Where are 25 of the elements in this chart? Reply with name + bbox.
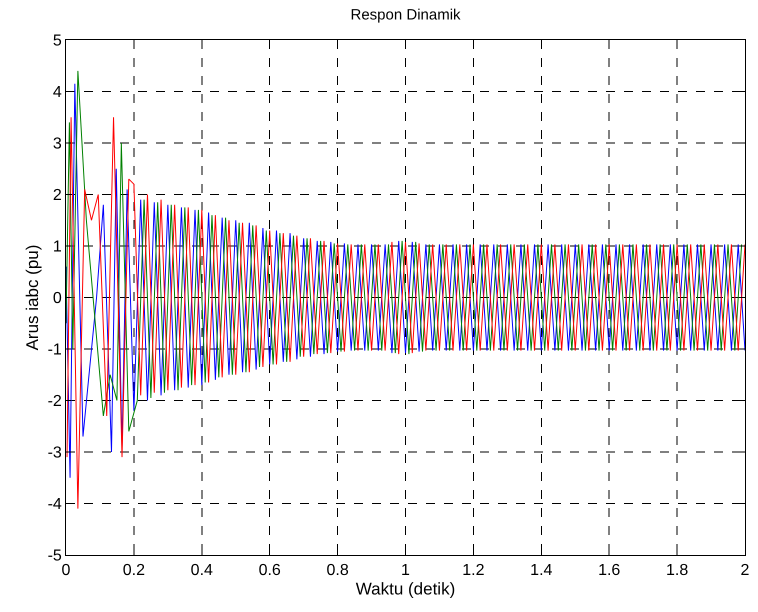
y-tick-label: -3 — [48, 444, 62, 462]
y-tick-label: 3 — [52, 136, 62, 153]
line-series — [66, 116, 745, 510]
x-tick-label: 0.4 — [190, 562, 214, 580]
x-tick-label: 1.8 — [666, 562, 688, 580]
x-axis-title: Waktu (detik) — [356, 580, 456, 599]
chart-title: Respon Dinamik — [350, 6, 462, 24]
x-tick-label: 0.8 — [326, 562, 349, 580]
x-tick-label: 1.6 — [598, 562, 620, 580]
y-axis-title: Arus iabc (pu) — [23, 244, 42, 350]
y-tick-label: 1 — [52, 238, 62, 256]
x-tick-label: 1.4 — [530, 562, 553, 580]
y-tick-label: 4 — [52, 84, 62, 102]
y-tick-label: -4 — [48, 496, 62, 514]
x-tick-label: 0.2 — [122, 562, 146, 580]
x-tick-label: 0.6 — [258, 562, 281, 580]
x-tick-label: 2 — [740, 562, 750, 580]
y-tick-label: 0 — [52, 290, 62, 308]
y-tick-label: -5 — [48, 548, 62, 565]
y-tick-label: -1 — [48, 342, 62, 359]
y-tick-label: 2 — [52, 187, 62, 204]
y-tick-label: 5 — [52, 32, 62, 50]
y-tick-label: -2 — [48, 393, 62, 410]
x-tick-label: 1.2 — [462, 562, 485, 580]
x-tick-label: 1 — [401, 562, 410, 580]
